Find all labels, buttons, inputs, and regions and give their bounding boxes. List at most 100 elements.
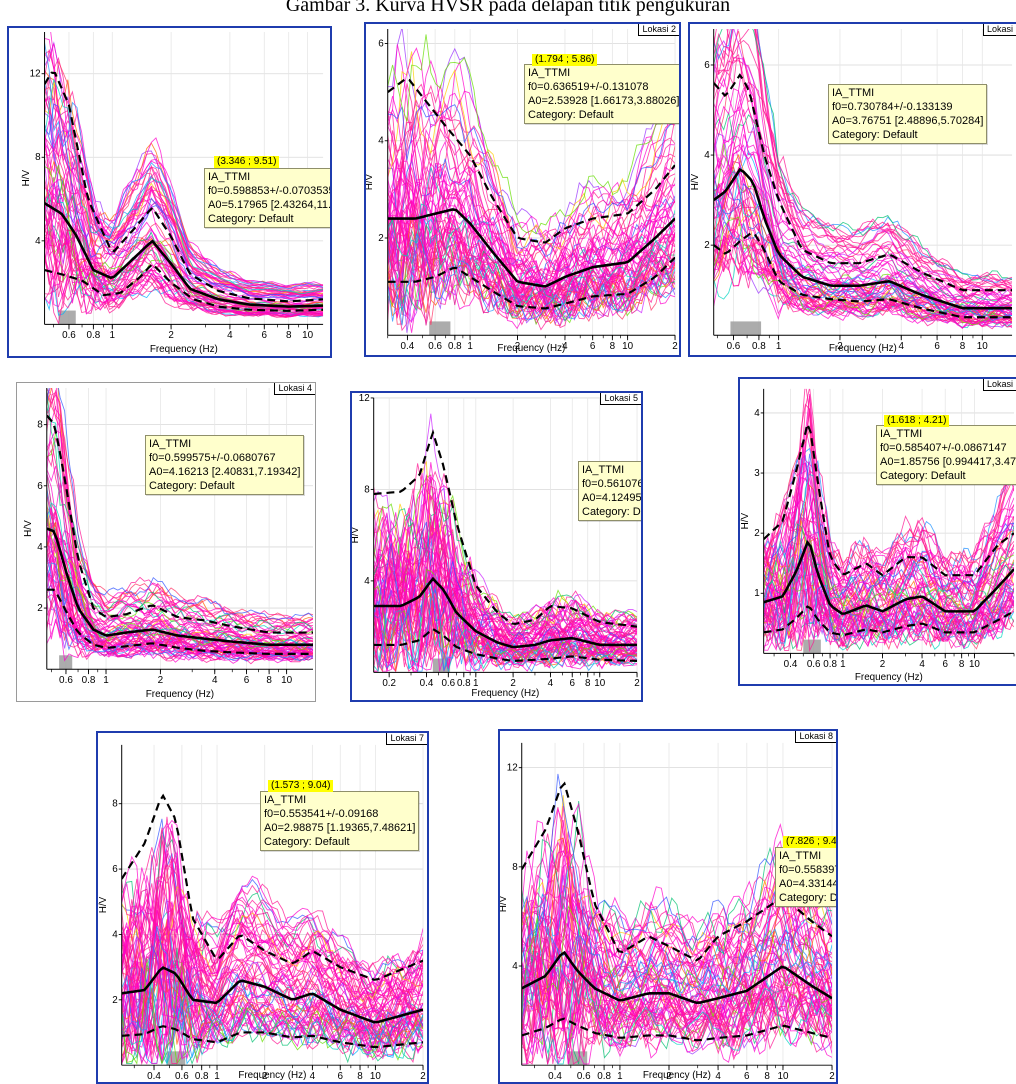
y-axis-title: H/V xyxy=(366,173,375,190)
x-tick-label: 4 xyxy=(548,678,554,689)
y-tick-label: 8 xyxy=(35,152,41,163)
x-tick-label: 8 xyxy=(764,1071,770,1082)
peak-tooltip: IA_TTMI f0=0.585407+/-0.0867147 A0=1.85756… xyxy=(876,425,1016,485)
hvsr-panel-5: 0.2 0.4 0.6 0.8 1 2 4 6 8 10 2 4 8 12 Frequency (Hz) H/… xyxy=(350,391,643,702)
x-tick-label: 2 xyxy=(634,678,639,689)
location-label: Lokasi xyxy=(982,24,1016,36)
x-tick-label: 0.8 xyxy=(823,659,837,670)
x-tick-label: 0.4 xyxy=(784,659,798,670)
tooltip-line: f0=0.599575+/-0.0680767 xyxy=(149,452,276,464)
y-tick-label: 6 xyxy=(37,481,43,492)
tooltip-line: A0=5.17965 [2.43264,11.0317] xyxy=(208,199,332,211)
hvsr-mean-curve xyxy=(121,966,424,1024)
tooltip-line: Category: Default xyxy=(779,892,838,904)
y-tick-label: 2 xyxy=(112,995,117,1006)
x-tick-label: 6 xyxy=(590,341,596,352)
x-tick-label: 0.8 xyxy=(82,675,96,686)
x-axis-title: Frequency (Hz) xyxy=(238,1070,306,1081)
x-tick-label: 10 xyxy=(594,678,605,689)
x-tick-label: 2 xyxy=(672,341,677,352)
peak-tooltip: IA_TTMI f0=0.553541+/-0.09168 A0=2.98875 [… xyxy=(260,791,420,851)
x-tick-label: 0.4 xyxy=(420,678,434,689)
y-tick-label: 12 xyxy=(30,69,41,80)
x-tick-label: 4 xyxy=(227,330,233,341)
x-tick-label: 2 xyxy=(510,678,515,689)
cursor-coordinate: (3.346 ; 9.51) xyxy=(214,156,280,168)
hvsr-panel-1: 0.6 0.8 1 2 4 6 8 10 4 8 12 Frequency (Hz) H/V IA_TTM… xyxy=(7,26,332,358)
hvsr-lower-curve xyxy=(46,588,314,655)
x-tick-label: 10 xyxy=(370,1071,381,1082)
x-tick-label: 0.6 xyxy=(428,341,442,352)
x-tick-label: 2 xyxy=(880,659,885,670)
peak-tooltip: IA_TTMI f0=0.730784+/-0.133139 A0=3.76751 … xyxy=(828,84,988,144)
y-tick-label: 2 xyxy=(37,603,43,614)
y-axis-title: H/V xyxy=(690,173,701,190)
tooltip-name: IA_TTMI xyxy=(264,794,307,806)
x-tick-label: 10 xyxy=(777,1071,788,1082)
x-tick-label: 8 xyxy=(959,659,965,670)
x-tick-label: 2 xyxy=(837,341,842,352)
tooltip-name: IA_TTMI xyxy=(880,428,923,440)
x-tick-label: 8 xyxy=(266,675,272,686)
y-tick-label: 4 xyxy=(37,542,43,553)
y-tick-label: 8 xyxy=(512,862,518,873)
hvsr-lower-curve xyxy=(713,231,1013,319)
x-axis-title: Frequency (Hz) xyxy=(146,689,214,700)
hvsr-mean-curve xyxy=(46,527,314,647)
x-tick-label: 1 xyxy=(473,678,478,689)
y-axis-title: H/V xyxy=(21,170,32,187)
tooltip-name: IA_TTMI xyxy=(779,850,822,862)
x-tick-label: 4 xyxy=(310,1071,316,1082)
tooltip-line: A0=3.76751 [2.48896,5.70284] xyxy=(832,115,984,127)
x-tick-label: 1 xyxy=(214,1071,220,1082)
x-tick-label: 0.8 xyxy=(597,1071,611,1082)
x-tick-label: 0.4 xyxy=(147,1071,161,1082)
x-tick-label: 0.6 xyxy=(175,1071,189,1082)
hvsr-panel-7: 0.4 0.6 0.8 1 2 4 6 8 10 2 2 4 6 8 Frequency (Hz) H/V Lo… xyxy=(96,731,429,1084)
peak-tooltip: IA_TTMI f0=0.598853+/-0.0703535 A0=5.17965… xyxy=(204,168,332,228)
y-axis-title: H/V xyxy=(23,520,34,537)
x-tick-label: 0.8 xyxy=(87,330,101,341)
tooltip-line: A0=4.16213 [2.40831,7.19342] xyxy=(149,466,301,478)
x-axis-title: Frequency (Hz) xyxy=(471,688,539,699)
hvsr-lower-curve xyxy=(121,1025,424,1049)
hvsr-lower-curve xyxy=(763,605,1015,637)
tooltip-name: IA_TTMI xyxy=(528,67,571,79)
x-tick-label: 4 xyxy=(919,659,925,670)
x-tick-label: 6 xyxy=(744,1071,750,1082)
x-tick-label: 10 xyxy=(281,675,293,686)
hvsr-panel-2: 0.4 0.6 0.8 1 2 4 6 8 10 2 2 4 6 Frequency (Hz) H/V Lok… xyxy=(364,22,681,357)
x-tick-label: 10 xyxy=(977,341,988,352)
hvsr-upper-curve xyxy=(121,793,424,981)
tooltip-name: IA_TTMI xyxy=(208,171,251,183)
x-tick-label: 2 xyxy=(420,1071,425,1082)
x-tick-label: 8 xyxy=(610,341,616,352)
y-tick-label: 4 xyxy=(378,136,384,147)
window-curves xyxy=(521,773,833,1066)
x-tick-label: 0.8 xyxy=(448,341,462,352)
y-axis-title: H/V xyxy=(740,512,751,529)
hvsr-upper-curve xyxy=(373,429,638,628)
y-tick-label: 2 xyxy=(704,240,709,251)
tooltip-line: Category: Default xyxy=(264,836,350,848)
f0-band xyxy=(803,639,821,654)
tooltip-line: A0=2.53928 [1.66173,3.88026] xyxy=(528,95,680,107)
x-tick-label: 0.4 xyxy=(401,341,415,352)
window-curves xyxy=(763,388,1015,653)
x-tick-label: 0.4 xyxy=(548,1071,562,1082)
tooltip-line: f0=0.558397+/-0.0965333 xyxy=(779,864,838,876)
x-tick-label: 8 xyxy=(585,678,591,689)
y-tick-label: 8 xyxy=(112,799,118,810)
tooltip-line: f0=0.553541+/-0.09168 xyxy=(264,808,379,820)
x-tick-label: 0.8 xyxy=(195,1071,209,1082)
x-tick-label: 2 xyxy=(262,1071,267,1082)
tooltip-line: Category: Default xyxy=(582,506,641,518)
x-axis-title: Frequency (Hz) xyxy=(643,1070,711,1081)
window-curves xyxy=(121,816,424,1066)
hvsr-upper-curve xyxy=(713,73,1013,292)
x-tick-label: 6 xyxy=(262,330,268,341)
f0-band xyxy=(59,655,73,670)
y-tick-label: 8 xyxy=(364,484,370,495)
x-tick-label: 6 xyxy=(942,659,948,670)
